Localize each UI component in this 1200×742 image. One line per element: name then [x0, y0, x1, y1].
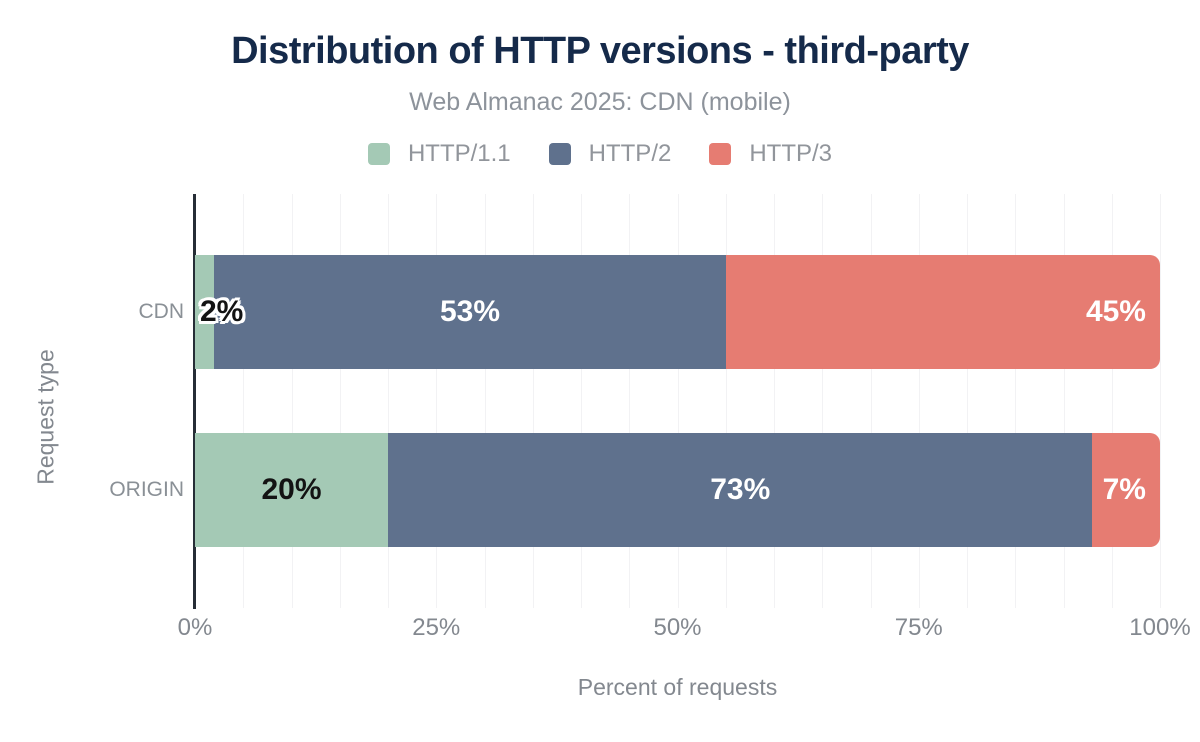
- legend-swatch-icon: [367, 143, 390, 165]
- bar-segment: 7%: [1092, 433, 1160, 547]
- category-label-origin: ORIGIN: [109, 478, 184, 501]
- x-tick-label: 25%: [412, 614, 461, 641]
- legend-label: HTTP/1.1: [407, 140, 511, 167]
- value-label: 20%: [261, 473, 322, 506]
- legend-swatch-icon: [709, 143, 732, 165]
- bar-segment: 20%: [195, 433, 388, 547]
- value-label: 2%: [200, 295, 244, 328]
- x-tick-label: 75%: [894, 614, 943, 641]
- legend-swatch-icon: [548, 143, 571, 165]
- bar-segment: 2%: [195, 255, 243, 369]
- x-tick-label: 50%: [653, 614, 702, 641]
- bar-segment: 53%: [214, 255, 726, 369]
- bar-origin: 20% 73% 7%: [195, 433, 1160, 547]
- x-axis-title: Percent of requests: [577, 674, 778, 700]
- value-label: 73%: [710, 473, 771, 506]
- value-label: 53%: [439, 295, 501, 328]
- legend-item: HTTP/1.1: [367, 140, 511, 168]
- gridline: [1160, 194, 1161, 608]
- category-label-cdn: CDN: [138, 300, 185, 323]
- y-axis-title: Request type: [32, 349, 59, 485]
- legend-label: HTTP/2: [588, 140, 672, 167]
- legend: HTTP/1.1 HTTP/2 HTTP/3: [0, 140, 1200, 168]
- bar-cdn: 2% 53% 45%: [195, 255, 1160, 369]
- value-label: 7%: [1102, 473, 1146, 506]
- legend-label: HTTP/3: [749, 140, 833, 167]
- legend-item: HTTP/3: [709, 140, 832, 168]
- value-label: 45%: [1085, 295, 1146, 328]
- bar-segment: 45%: [725, 255, 1160, 369]
- bar-segment: 73%: [388, 433, 1093, 547]
- y-axis-line: [193, 194, 196, 609]
- plot-area: 2% 53% 45% 20% 73% 7%: [195, 194, 1161, 608]
- x-tick-label: 100%: [1129, 614, 1191, 641]
- chart-subtitle: Web Almanac 2025: CDN (mobile): [409, 88, 791, 116]
- legend-item: HTTP/2: [548, 140, 672, 168]
- chart-title: Distribution of HTTP versions - third-pa…: [231, 30, 969, 72]
- x-tick-label: 0%: [177, 614, 213, 641]
